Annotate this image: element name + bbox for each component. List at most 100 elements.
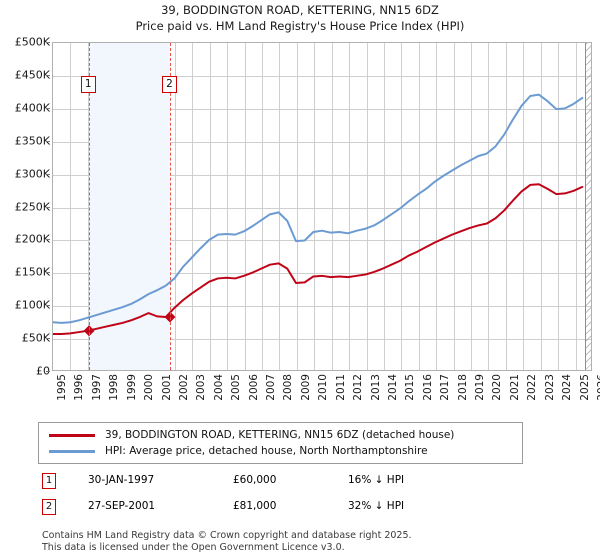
y-axis-tick — [46, 305, 50, 307]
legend-swatch-property-icon — [49, 433, 95, 437]
table-row: 1 30-JAN-1997 £60,000 16% ↓ HPI — [38, 470, 518, 496]
y-axis-tick — [46, 206, 50, 208]
gridline-horizontal — [53, 141, 591, 143]
gridline-vertical — [70, 43, 72, 370]
transaction-marker-badge: 2 — [161, 76, 177, 93]
y-axis-tick — [46, 272, 50, 274]
gridline-horizontal — [53, 174, 591, 176]
gridline-vertical — [383, 43, 385, 370]
hpi-line — [53, 93, 584, 324]
x-axis-tick-label: 2018 — [456, 374, 469, 401]
transaction-index-badge: 2 — [42, 499, 56, 515]
gridline-vertical — [279, 43, 281, 370]
x-axis-tick-label: 2014 — [386, 374, 399, 401]
y-axis-tick-label: £400K — [14, 101, 50, 115]
x-axis-tick-label: 2026 — [596, 374, 600, 401]
y-axis-tick — [46, 338, 50, 340]
price-series-lines — [53, 93, 584, 337]
gridline-vertical — [349, 43, 351, 370]
gridline-vertical — [87, 43, 89, 370]
transaction-point-marker — [83, 325, 95, 337]
gridline-vertical — [453, 43, 455, 370]
x-axis-tick-label: 2003 — [195, 374, 208, 401]
property-price-line — [53, 183, 584, 336]
x-axis-tick-label: 2004 — [212, 374, 225, 401]
transaction-marker-badge: 1 — [80, 76, 96, 93]
gridline-vertical — [192, 43, 194, 370]
gridline-vertical — [575, 43, 577, 370]
gridline-horizontal — [53, 75, 591, 77]
x-axis-tick-label: 2010 — [317, 374, 330, 401]
y-axis-tick-label: £50K — [21, 331, 50, 345]
y-axis-tick — [46, 107, 50, 109]
transaction-index-badge: 1 — [42, 473, 56, 489]
x-axis-tick-label: 2009 — [299, 374, 312, 401]
y-axis: £0 £50K £100K £150K £200K £250K £300K £350K £400… — [0, 36, 50, 378]
x-axis-tick-label: 2020 — [491, 374, 504, 401]
x-axis-tick-label: 2006 — [247, 374, 260, 401]
gridline-vertical — [314, 43, 316, 370]
y-axis-tick-label: £450K — [14, 68, 50, 82]
x-axis-tick-label: 1996 — [73, 374, 86, 401]
gridline-vertical — [331, 43, 333, 370]
x-axis-tick-label: 2022 — [526, 374, 539, 401]
chart-legend: 39, BODDINGTON ROAD, KETTERING, NN15 6DZ… — [38, 422, 523, 464]
x-axis-tick-label: 2015 — [404, 374, 417, 401]
x-axis-tick-label: 2024 — [561, 374, 574, 401]
x-axis-tick-label: 2005 — [230, 374, 243, 401]
title-address: 39, BODDINGTON ROAD, KETTERING, NN15 6DZ — [161, 3, 439, 17]
x-axis-tick-label: 2000 — [143, 374, 156, 401]
y-axis-tick-label: £200K — [14, 232, 50, 246]
x-axis-tick-label: 2019 — [474, 374, 487, 401]
y-axis-tick-label: £500K — [14, 35, 50, 49]
y-axis-tick-label: £300K — [14, 167, 50, 181]
x-axis-tick-label: 2013 — [369, 374, 382, 401]
x-axis-tick-label: 2012 — [352, 374, 365, 401]
x-axis-tick-label: 1998 — [108, 374, 121, 401]
gridline-horizontal — [53, 273, 591, 275]
y-axis-tick — [46, 74, 50, 76]
transaction-hpi-delta: 16% ↓ HPI — [348, 474, 405, 486]
x-axis-tick-label: 1995 — [56, 374, 68, 401]
transaction-marker-line — [89, 43, 91, 370]
y-axis-tick-label: £150K — [14, 265, 50, 279]
footer-line-copyright: Contains HM Land Registry data © Crown c… — [42, 530, 412, 541]
y-axis-tick-label: £350K — [14, 134, 50, 148]
gridline-vertical — [540, 43, 542, 370]
x-axis-tick-label: 2007 — [265, 374, 278, 401]
gridline-vertical — [244, 43, 246, 370]
x-axis-tick-label: 2008 — [282, 374, 295, 401]
gridline-vertical — [366, 43, 368, 370]
gridline-vertical — [523, 43, 525, 370]
x-axis-tick-label: 1999 — [125, 374, 138, 401]
gridline-vertical — [174, 43, 176, 370]
x-axis-tick-label: 2002 — [177, 374, 190, 401]
y-axis-tick — [46, 239, 50, 241]
legend-item-hpi: HPI: Average price, detached house, Nort… — [45, 443, 516, 459]
footer-attribution: Contains HM Land Registry data © Crown c… — [42, 530, 562, 553]
transaction-price: £81,000 — [233, 500, 277, 512]
transaction-table: 1 30-JAN-1997 £60,000 16% ↓ HPI 2 27-SEP… — [38, 470, 518, 522]
legend-swatch-hpi-icon — [49, 449, 95, 453]
plot-frame — [52, 42, 592, 371]
y-axis-tick-label: £100K — [14, 298, 50, 312]
y-axis-tick — [46, 173, 50, 175]
y-axis-tick — [46, 371, 50, 372]
legend-label-hpi: HPI: Average price, detached house, Nort… — [105, 445, 428, 457]
gridline-vertical — [436, 43, 438, 370]
y-axis-tick-label: £250K — [14, 200, 50, 213]
y-axis-tick-label: £0 — [36, 364, 50, 378]
transaction-date: 30-JAN-1997 — [88, 474, 155, 486]
legend-item-property: 39, BODDINGTON ROAD, KETTERING, NN15 6DZ… — [45, 427, 516, 443]
x-axis-tick-label: 2021 — [508, 374, 521, 401]
gridline-horizontal — [53, 207, 591, 209]
legend-label-property: 39, BODDINGTON ROAD, KETTERING, NN15 6DZ… — [105, 429, 455, 441]
x-axis-tick-label: 2001 — [160, 374, 173, 401]
x-axis: 1995 1996 1997 1998 1999 2000 2001 2002 2003 2004… — [52, 374, 600, 412]
transaction-hpi-delta: 32% ↓ HPI — [348, 500, 405, 512]
gridline-horizontal — [53, 306, 591, 308]
gridline-horizontal — [53, 339, 591, 341]
gridline-vertical — [488, 43, 490, 370]
